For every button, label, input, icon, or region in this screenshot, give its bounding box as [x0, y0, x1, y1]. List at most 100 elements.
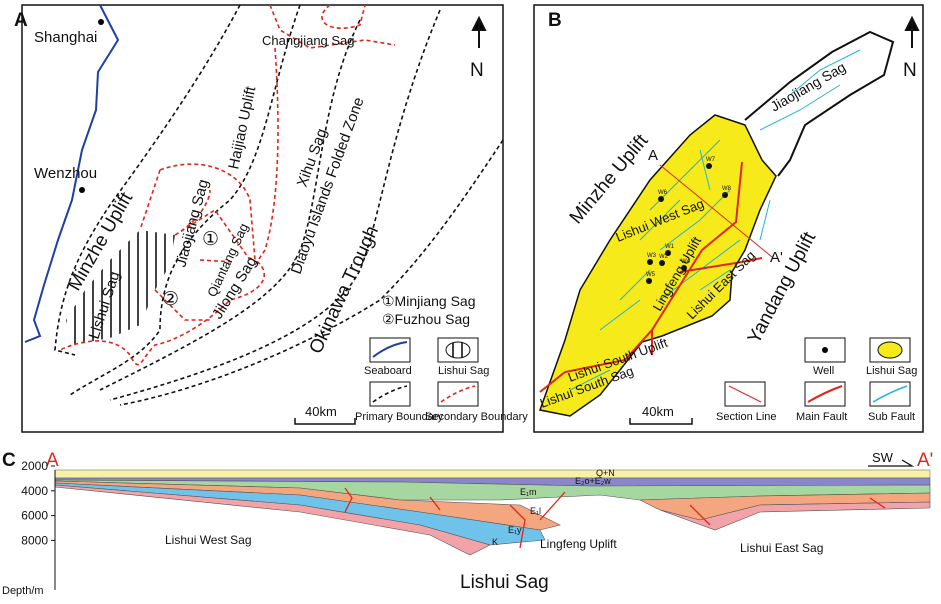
panel-label: B	[548, 10, 562, 31]
well-label: W2	[659, 254, 669, 260]
region: Lishui East Sag	[740, 541, 823, 555]
legend-label: Seaboard	[364, 365, 412, 377]
legend-box	[437, 337, 479, 363]
scale-label: 40km	[305, 404, 337, 419]
legend-swatch	[445, 341, 471, 359]
region-number: ②	[162, 289, 179, 310]
region: Okinawa Trough	[305, 223, 383, 357]
frame	[533, 4, 924, 433]
depth-tick-label: 6000	[21, 509, 48, 523]
city-dot	[98, 19, 104, 25]
legend-box	[804, 381, 846, 407]
legend-swatch	[440, 385, 476, 403]
section-line	[659, 164, 773, 258]
north-arrow	[904, 15, 920, 48]
legend-swatch	[728, 385, 762, 403]
primary-boundary	[99, 19, 361, 391]
panel-c: C A A' SW 2000 4000 6000 8000 Depth/m Q+N E…	[2, 450, 933, 597]
depth-tick-label: 2000	[21, 459, 48, 473]
layer-label: E₁m	[520, 487, 537, 497]
north-label: N	[903, 60, 917, 81]
layer-label: E₂o+E₂w	[575, 476, 611, 486]
well-label: W8	[722, 186, 732, 192]
legend-swatch	[372, 385, 408, 403]
legend-label: Well	[813, 365, 834, 377]
section-end: A'	[917, 450, 933, 471]
layer-qn	[54, 469, 931, 479]
legend-box	[369, 381, 411, 407]
layer-east-k	[659, 501, 931, 531]
region: Changjiang Sag	[262, 33, 355, 48]
section-end: A	[46, 450, 59, 471]
well-label: W3	[647, 253, 657, 259]
well-label: W5	[646, 272, 656, 278]
note: ①Minjiang Sag	[382, 293, 476, 309]
legend-box	[437, 381, 479, 407]
section-title: Lishui Sag	[460, 572, 549, 593]
region: Jiaojiang Sag	[172, 178, 212, 269]
well-label: W7	[706, 157, 716, 163]
legend-label: Main Fault	[796, 411, 847, 423]
lishui-hatch	[66, 230, 175, 345]
secondary-boundary	[254, 4, 396, 266]
city-dot	[79, 187, 85, 193]
frame	[21, 4, 504, 433]
primary-boundary	[54, 4, 241, 356]
legend-box	[369, 337, 411, 363]
section-end: A'	[770, 249, 783, 266]
region: Lingfeng Uplift	[540, 537, 617, 551]
depth-tick-label: 4000	[21, 484, 48, 498]
layer-label: Q+N	[596, 468, 615, 478]
legend-swatch	[877, 341, 903, 359]
layer-k	[54, 484, 491, 556]
legend-label: Lishui Sag	[866, 365, 917, 377]
well	[665, 250, 671, 256]
section-end: A	[648, 147, 658, 164]
well-label: W6	[658, 190, 668, 196]
legend-box	[869, 337, 911, 363]
primary-boundary	[119, 139, 504, 406]
sub-faults	[569, 49, 861, 391]
region: Haijiao Uplift	[225, 84, 259, 171]
legend-swatch	[807, 385, 843, 403]
layer-label: E₁l	[530, 506, 541, 516]
well	[658, 196, 664, 202]
city: Shanghai	[34, 29, 97, 46]
legend-label: Sub Fault	[868, 411, 915, 423]
direction: SW	[872, 450, 894, 465]
legend-label: Primary Boundary	[355, 411, 444, 423]
depth-tick-label: 8000	[21, 533, 48, 547]
legend-swatch	[822, 347, 828, 353]
primary-boundary	[109, 9, 441, 401]
well	[681, 265, 687, 271]
well	[706, 163, 712, 169]
legend-box	[869, 381, 911, 407]
legend-swatch	[372, 341, 408, 358]
legend-label: Secondary Boundary	[425, 411, 528, 423]
faults	[344, 487, 886, 549]
secondary-boundary	[59, 163, 265, 366]
panel-a: A Shanghai Wenzhou Minzhe Uplift Lishui …	[14, 4, 528, 433]
well	[646, 278, 652, 284]
layer-label: K	[492, 537, 498, 547]
axis-label: Depth/m	[2, 585, 44, 597]
well-label: W1	[665, 244, 675, 250]
legend-label: Lishui Sag	[438, 365, 489, 377]
lishui-sag-area	[539, 114, 777, 417]
legend-swatch	[872, 385, 908, 403]
well-label: W4	[681, 259, 691, 265]
primary-boundary	[69, 4, 301, 396]
note: ②Fuzhou Sag	[382, 311, 470, 327]
well	[647, 259, 653, 265]
direction-arrow	[868, 459, 915, 467]
panel-b: B Minzhe Uplift Jiaojiang Sag Lishui Wes…	[533, 4, 924, 433]
scale-bar	[294, 418, 356, 425]
city: Wenzhou	[34, 165, 97, 182]
scale-bar	[629, 418, 693, 425]
jiaojiang-outline	[744, 30, 895, 177]
scale-label: 40km	[642, 404, 674, 419]
legend-box	[724, 381, 766, 407]
north-label: N	[470, 60, 484, 81]
